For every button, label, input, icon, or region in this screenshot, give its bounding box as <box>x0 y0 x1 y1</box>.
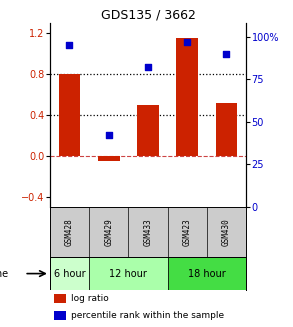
Point <box>146 64 150 70</box>
Text: GSM423: GSM423 <box>183 218 192 246</box>
Text: 12 hour: 12 hour <box>109 268 147 279</box>
Bar <box>176 38 198 156</box>
Bar <box>54 294 66 303</box>
Title: GDS135 / 3662: GDS135 / 3662 <box>100 9 195 22</box>
Bar <box>54 311 66 320</box>
Bar <box>137 105 159 156</box>
Bar <box>89 257 168 290</box>
Bar <box>59 74 80 156</box>
Point <box>106 133 111 138</box>
Bar <box>50 257 89 290</box>
Text: time: time <box>0 268 8 279</box>
Point <box>67 43 72 48</box>
Text: 6 hour: 6 hour <box>54 268 85 279</box>
Bar <box>98 156 120 161</box>
Text: GSM428: GSM428 <box>65 218 74 246</box>
Bar <box>216 103 237 156</box>
Bar <box>168 257 246 290</box>
Text: 18 hour: 18 hour <box>188 268 226 279</box>
Text: GSM429: GSM429 <box>104 218 113 246</box>
Text: percentile rank within the sample: percentile rank within the sample <box>71 311 224 320</box>
Text: GSM430: GSM430 <box>222 218 231 246</box>
Text: GSM433: GSM433 <box>144 218 152 246</box>
Text: log ratio: log ratio <box>71 294 109 303</box>
Point <box>224 51 229 56</box>
Point <box>185 39 190 44</box>
